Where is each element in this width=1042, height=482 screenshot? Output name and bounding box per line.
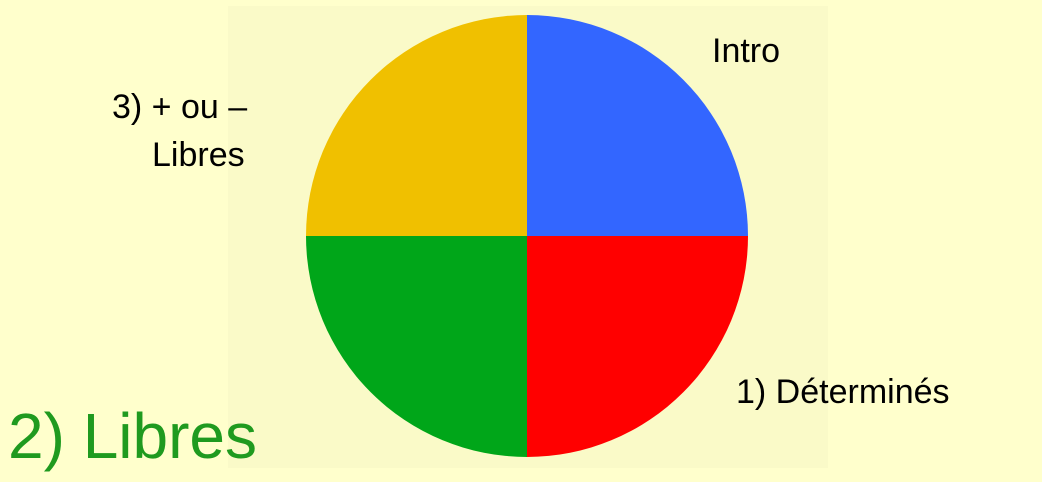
- pie-slice-2: [527, 236, 748, 457]
- label-intro: Intro: [712, 32, 781, 70]
- label-plus-ou-moins-libres: 3) + ou – Libres: [112, 83, 247, 179]
- label-libres: 2) Libres: [8, 400, 257, 472]
- label-plus-ou-moins-line1: 3) + ou –: [112, 88, 248, 126]
- pie-slice-3: [306, 236, 527, 457]
- label-plus-ou-moins-line2: Libres: [152, 136, 245, 174]
- pie-slice-4: [306, 15, 527, 236]
- pie-slice-1: [527, 15, 748, 236]
- label-determines: 1) Déterminés: [736, 373, 950, 411]
